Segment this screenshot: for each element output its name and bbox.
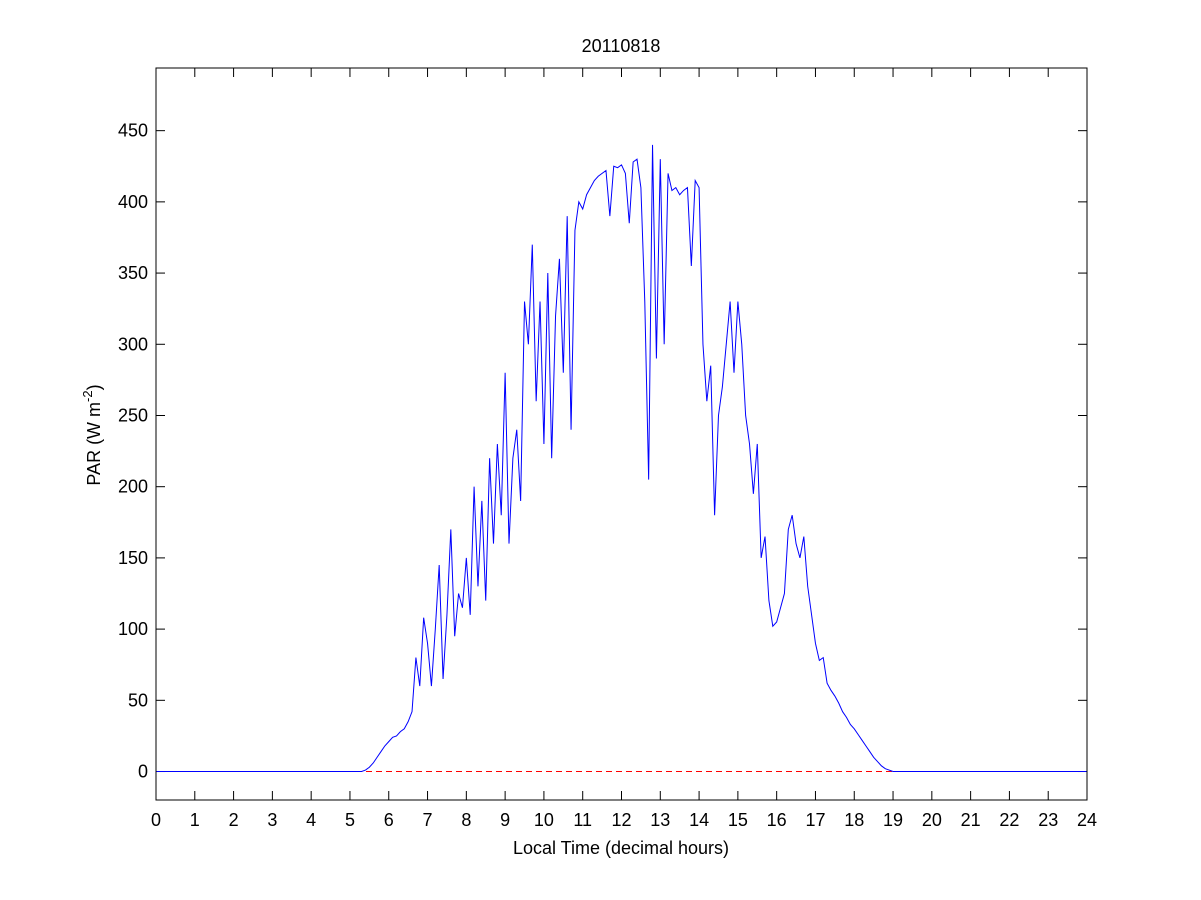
y-tick-label: 350 (118, 263, 148, 283)
x-axis-label: Local Time (decimal hours) (513, 838, 729, 858)
x-tick-label: 24 (1077, 810, 1097, 830)
chart-title: 20110818 (582, 36, 661, 56)
y-tick-label: 150 (118, 548, 148, 568)
x-tick-label: 9 (500, 810, 510, 830)
y-axis-label-sup: -2 (80, 390, 95, 402)
x-tick-label: 1 (190, 810, 200, 830)
x-tick-label: 4 (306, 810, 316, 830)
y-tick-label: 0 (138, 762, 148, 782)
y-tick-label: 300 (118, 334, 148, 354)
y-tick-label: 250 (118, 405, 148, 425)
x-tick-label: 12 (611, 810, 631, 830)
x-tick-label: 8 (461, 810, 471, 830)
x-tick-label: 14 (689, 810, 709, 830)
x-tick-label: 22 (999, 810, 1019, 830)
x-tick-label: 10 (534, 810, 554, 830)
x-tick-label: 7 (423, 810, 433, 830)
data-line (156, 144, 1087, 773)
x-tick-label: 23 (1038, 810, 1058, 830)
plot-frame (155, 67, 1088, 801)
y-tick-label: 450 (118, 121, 148, 141)
y-tick-label: 400 (118, 192, 148, 212)
y-axis-label-main: PAR (W m (84, 402, 104, 486)
y-axis-label: PAR (W m-2) (80, 384, 104, 485)
x-tick-label: 15 (728, 810, 748, 830)
x-tick-label: 20 (922, 810, 942, 830)
y-tick-label: 200 (118, 477, 148, 497)
x-tick-label: 18 (844, 810, 864, 830)
x-tick-label: 17 (805, 810, 825, 830)
y-tick-label: 100 (118, 619, 148, 639)
x-tick-label: 11 (573, 810, 592, 830)
x-tick-label: 2 (229, 810, 239, 830)
x-tick-label: 3 (267, 810, 277, 830)
x-tick-label: 21 (961, 810, 981, 830)
x-tick-label: 0 (151, 810, 161, 830)
x-tick-label: 19 (883, 810, 903, 830)
x-tick-label: 16 (767, 810, 787, 830)
x-tick-label: 6 (384, 810, 394, 830)
x-tick-label: 5 (345, 810, 355, 830)
y-tick-label: 50 (128, 690, 148, 710)
y-axis-label-end: ) (84, 384, 104, 390)
x-tick-label: 13 (650, 810, 670, 830)
